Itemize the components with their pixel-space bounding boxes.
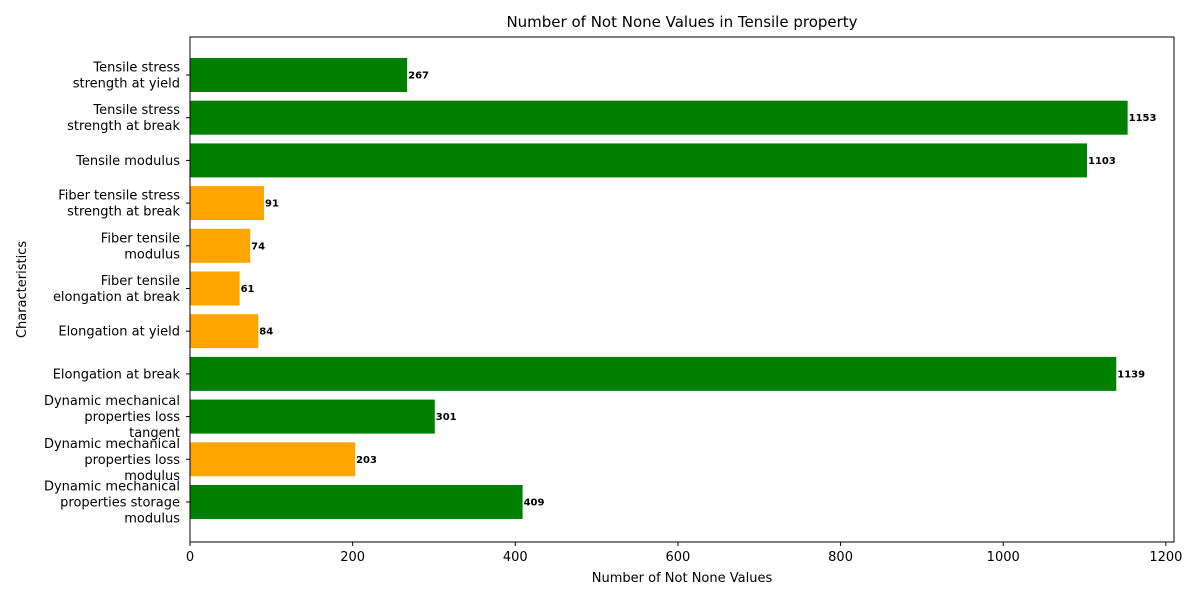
bar-value-label: 409: [524, 498, 545, 509]
bar: [190, 442, 356, 477]
x-axis-label: Number of Not None Values: [592, 571, 773, 586]
y-tick-label: Fiber tensile stress strength at break: [58, 189, 180, 220]
bar: [190, 143, 1087, 178]
bar: [190, 186, 265, 221]
bar: [190, 399, 435, 434]
y-tick-label: Elongation at yield: [58, 325, 180, 340]
bar-value-label: 301: [436, 412, 457, 423]
bar: [190, 356, 1117, 391]
y-tick-label: Dynamic mechanical properties loss modulus: [44, 437, 180, 484]
y-axis: Tensile stress strength at yield Tensile s…: [44, 61, 190, 527]
y-tick-label: Fiber tensile elongation at break: [53, 274, 181, 305]
bar-value-label: 84: [259, 327, 273, 338]
bar: [190, 58, 408, 92]
x-tick-label: 200: [340, 550, 365, 565]
bar: [190, 485, 523, 519]
y-tick-label: Dynamic mechanical properties storage modu…: [44, 480, 180, 527]
value-labels-layer: 267 1153 1103 91 74 61 84 1139 301 203 409: [241, 71, 1157, 509]
y-tick-label: Dynamic mechanical properties loss tangent: [44, 394, 180, 441]
bar-value-label: 1103: [1088, 156, 1116, 167]
bar-value-label: 91: [265, 199, 279, 210]
x-axis: 0 200 400 600 800 1000 1200: [186, 542, 1182, 565]
y-tick-label: Tensile stress strength at break: [67, 103, 180, 134]
y-tick-label: Tensile modulus: [75, 154, 180, 169]
y-tick-label: Tensile stress strength at yield: [73, 61, 180, 92]
bar-value-label: 267: [408, 71, 429, 82]
y-axis-label: Characteristics: [15, 241, 30, 338]
chart-title: Number of Not None Values in Tensile pro…: [506, 13, 857, 31]
bar-value-label: 61: [241, 284, 255, 295]
y-tick-label: Fiber tensile modulus: [101, 231, 180, 262]
x-tick-label: 600: [666, 550, 691, 565]
x-tick-label: 800: [828, 550, 853, 565]
x-tick-label: 0: [186, 550, 194, 565]
bar-value-label: 1139: [1117, 369, 1145, 380]
bar: [190, 100, 1128, 135]
bar: [190, 228, 251, 263]
bar-value-label: 74: [251, 241, 265, 252]
y-tick-label: Elongation at break: [53, 367, 181, 382]
x-tick-label: 1000: [987, 550, 1020, 565]
x-tick-label: 400: [503, 550, 528, 565]
x-tick-label: 1200: [1149, 550, 1182, 565]
bar: [190, 271, 240, 306]
bars-layer: [190, 58, 1128, 519]
bar-value-label: 203: [356, 455, 377, 466]
bar-value-label: 1153: [1129, 113, 1157, 124]
plot-frame: [189, 36, 1175, 543]
bar: [190, 314, 259, 349]
